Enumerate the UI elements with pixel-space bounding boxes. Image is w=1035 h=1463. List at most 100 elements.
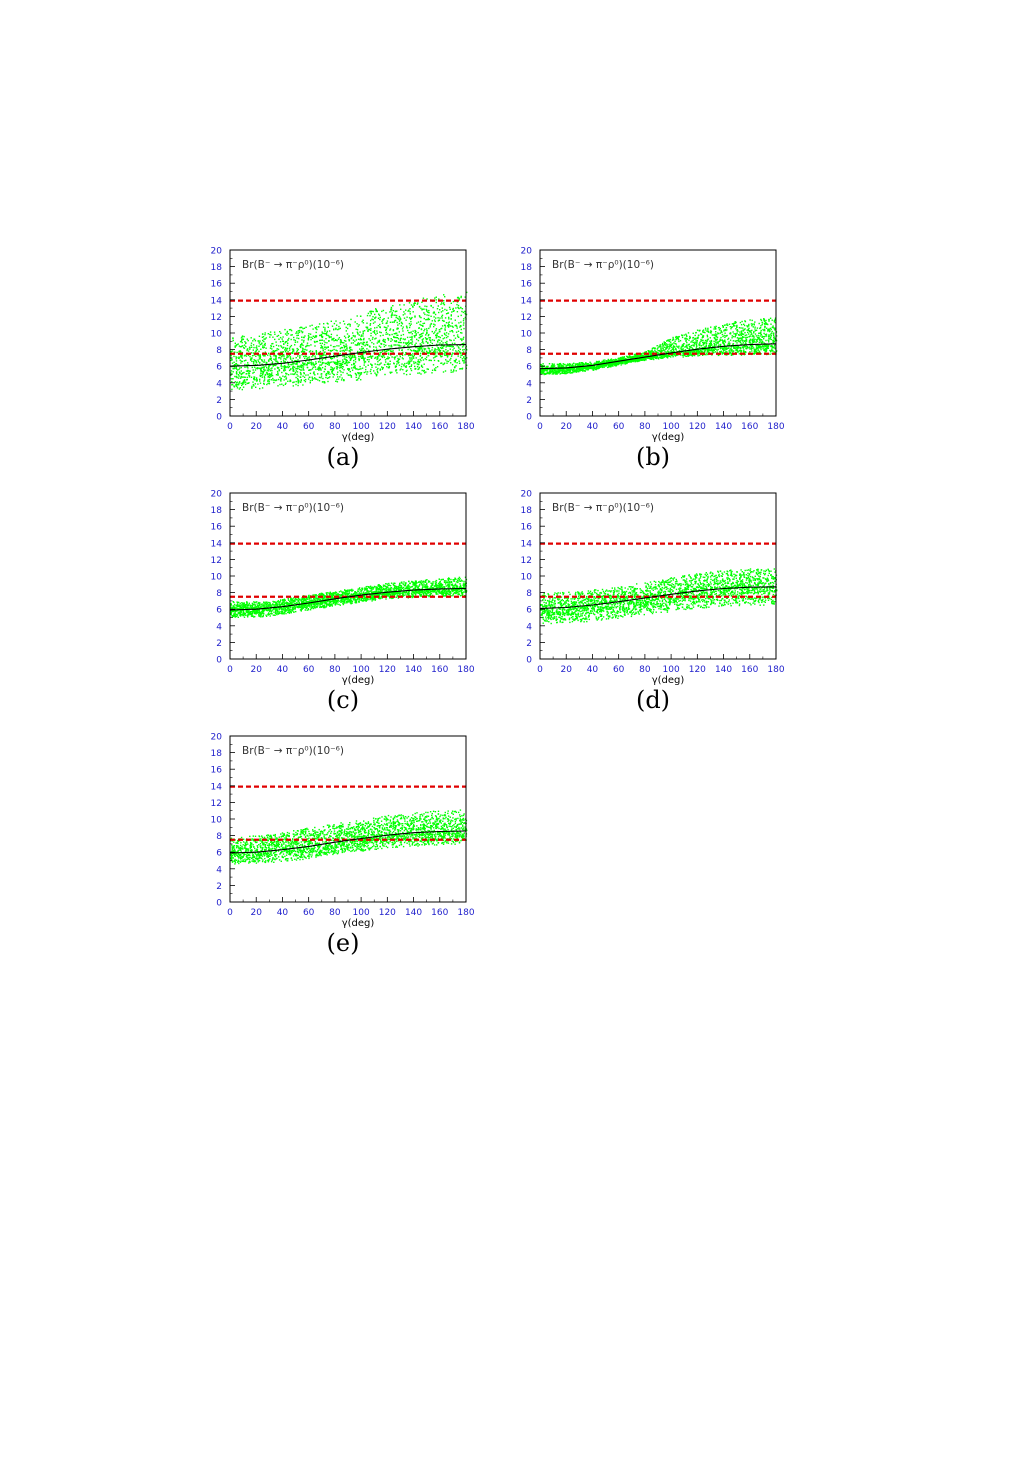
scatter-point bbox=[722, 340, 724, 342]
scatter-point bbox=[404, 354, 406, 356]
scatter-point bbox=[264, 369, 266, 371]
scatter-point bbox=[715, 344, 718, 346]
scatter-point bbox=[463, 327, 465, 330]
scatter-point bbox=[325, 376, 327, 379]
scatter-point bbox=[317, 373, 319, 375]
scatter-point bbox=[418, 363, 420, 365]
scatter-point bbox=[730, 350, 733, 352]
scatter-point bbox=[263, 355, 265, 357]
scatter-point bbox=[287, 366, 290, 369]
scatter-point bbox=[358, 355, 360, 358]
scatter-point bbox=[362, 355, 364, 357]
scatter-point bbox=[384, 373, 386, 376]
scatter-point bbox=[319, 359, 321, 361]
scatter-point bbox=[372, 322, 375, 324]
scatter-point bbox=[593, 368, 595, 370]
scatter-point bbox=[255, 362, 258, 364]
scatter-point bbox=[435, 296, 437, 298]
scatter-point bbox=[774, 321, 776, 324]
scatter-point bbox=[294, 344, 296, 346]
scatter-point bbox=[753, 332, 755, 334]
scatter-point bbox=[278, 345, 280, 347]
scatter-point bbox=[399, 317, 401, 319]
scatter-point bbox=[330, 368, 332, 371]
scatter-point bbox=[455, 331, 458, 333]
scatter-point bbox=[303, 351, 305, 354]
scatter-point bbox=[745, 342, 747, 345]
scatter-point bbox=[359, 339, 361, 341]
scatter-point bbox=[771, 349, 773, 352]
scatter-point bbox=[720, 339, 722, 341]
scatter-point bbox=[287, 363, 290, 365]
scatter-point bbox=[330, 333, 333, 336]
scatter-point bbox=[412, 305, 414, 308]
scatter-point bbox=[685, 344, 688, 346]
scatter-point bbox=[270, 364, 272, 366]
scatter-point bbox=[364, 345, 366, 347]
scatter-point bbox=[447, 322, 450, 324]
scatter-point bbox=[421, 339, 423, 341]
scatter-point bbox=[463, 362, 465, 364]
scatter-point bbox=[333, 329, 335, 331]
scatter-point bbox=[239, 351, 241, 353]
x-tick-label: 100 bbox=[353, 422, 370, 432]
scatter-point bbox=[614, 359, 616, 362]
scatter-point bbox=[336, 339, 338, 342]
scatter-point bbox=[695, 347, 697, 350]
x-tick-label: 0 bbox=[227, 422, 233, 432]
scatter-point bbox=[261, 374, 263, 377]
scatter-point bbox=[383, 340, 385, 342]
scatter-point bbox=[232, 337, 234, 340]
scatter-point bbox=[454, 324, 456, 327]
scatter-point bbox=[400, 345, 402, 347]
scatter-point bbox=[574, 364, 577, 366]
scatter-point bbox=[370, 327, 372, 330]
scatter-point bbox=[686, 351, 688, 353]
scatter-point bbox=[331, 372, 334, 374]
scatter-point bbox=[267, 380, 269, 382]
scatter-point bbox=[344, 356, 346, 358]
scatter-point bbox=[443, 353, 445, 355]
scatter-point bbox=[625, 361, 627, 364]
scatter-point bbox=[441, 307, 443, 309]
scatter-point bbox=[387, 317, 389, 319]
scatter-point bbox=[408, 322, 411, 325]
scatter-point bbox=[287, 356, 289, 358]
scatter-point bbox=[565, 366, 567, 368]
scatter-point bbox=[399, 369, 401, 371]
scatter-point bbox=[718, 332, 720, 335]
scatter-point bbox=[262, 346, 264, 349]
scatter-point bbox=[747, 328, 749, 331]
scatter-point bbox=[775, 335, 778, 337]
scatter-point bbox=[284, 365, 287, 368]
scatter-point bbox=[671, 346, 673, 348]
scatter-point bbox=[754, 321, 756, 323]
scatter-point bbox=[751, 323, 754, 325]
scatter-point bbox=[727, 344, 729, 346]
scatter-point bbox=[411, 355, 414, 357]
scatter-point bbox=[297, 384, 299, 387]
scatter-point bbox=[601, 361, 604, 364]
scatter-point bbox=[263, 366, 265, 368]
scatter-point bbox=[311, 377, 314, 380]
scatter-point bbox=[703, 341, 705, 344]
scatter-point bbox=[771, 348, 773, 350]
scatter-point bbox=[407, 329, 409, 332]
scatter-point bbox=[382, 334, 384, 336]
scatter-point bbox=[741, 320, 743, 323]
scatter-point bbox=[348, 355, 350, 357]
scatter-point bbox=[386, 366, 388, 368]
scatter-point bbox=[701, 339, 703, 342]
scatter-point bbox=[423, 363, 425, 365]
scatter-point bbox=[332, 376, 334, 378]
scatter-point bbox=[341, 365, 344, 368]
scatter-point bbox=[453, 347, 455, 349]
scatter-point bbox=[263, 368, 265, 371]
scatter-point bbox=[264, 342, 266, 345]
scatter-point bbox=[282, 365, 284, 368]
scatter-point bbox=[451, 342, 454, 345]
scatter-point bbox=[757, 351, 759, 354]
scatter-point bbox=[302, 368, 304, 370]
scatter-point bbox=[432, 357, 435, 359]
scatter-point bbox=[349, 355, 351, 357]
